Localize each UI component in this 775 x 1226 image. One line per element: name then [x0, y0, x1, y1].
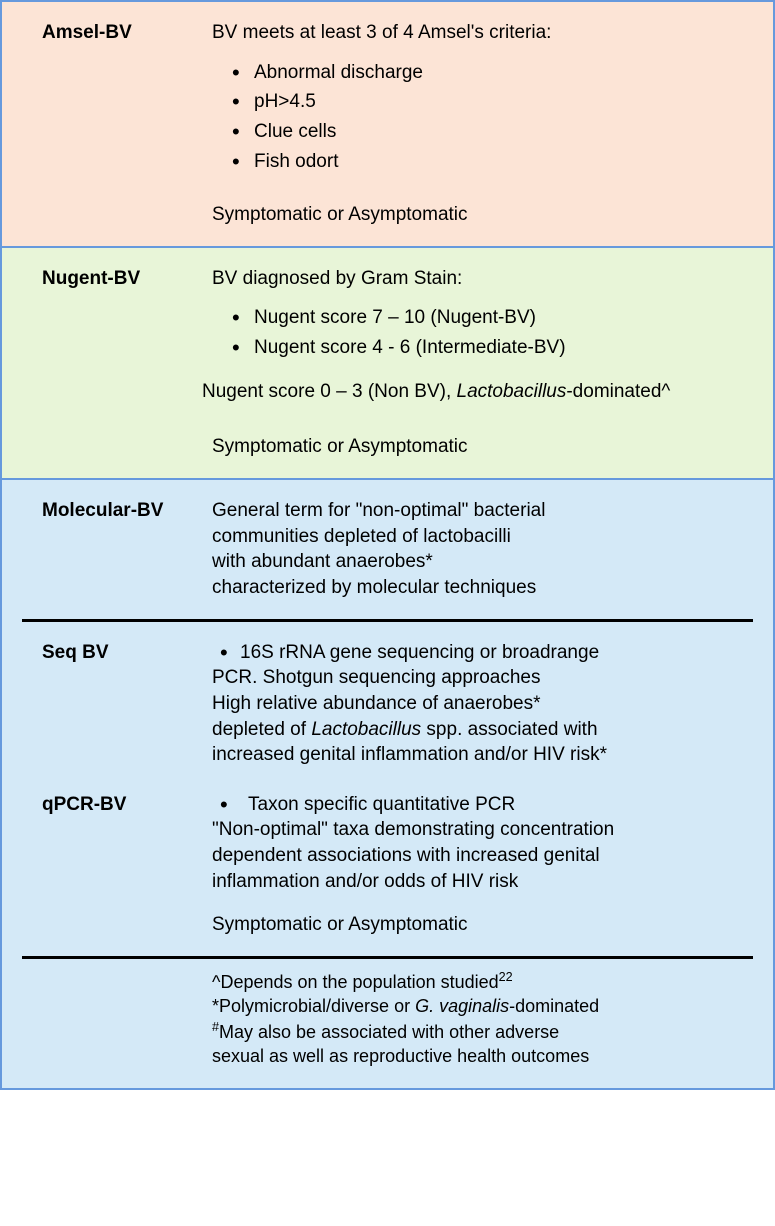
criteria-list: Nugent score 7 – 10 (Nugent-BV) Nugent s…	[212, 291, 763, 378]
symptom-note: Symptomatic or Asymptomatic	[212, 912, 763, 938]
qpcr-bv-bullet: Taxon specific quantitative PCR	[212, 792, 763, 818]
molecular-desc: General term for "non-optimal" bacterial…	[212, 498, 763, 601]
criteria-list: Abnormal discharge pH>4.5 Clue cells Fis…	[212, 46, 763, 193]
symptom-note: Symptomatic or Asymptomatic	[212, 434, 763, 460]
qpcr-bv-rest: "Non-optimal" taxa demonstrating concent…	[212, 817, 763, 894]
symptom-note: Symptomatic or Asymptomatic	[212, 202, 763, 228]
panel-nugent: Nugent-BV BV diagnosed by Gram Stain: Nu…	[2, 248, 773, 480]
intro-text: BV diagnosed by Gram Stain:	[212, 266, 763, 292]
bv-definitions-figure: Amsel-BV BV meets at least 3 of 4 Amsel'…	[0, 0, 775, 1090]
seq-bv-row: Seq BV 16S rRNA gene sequencing or broad…	[2, 622, 773, 786]
panel-label: Amsel-BV	[42, 20, 212, 228]
footnotes: ^Depends on the population studied22*Pol…	[2, 959, 773, 1088]
non-bv-note: Nugent score 0 – 3 (Non BV), Lactobacill…	[202, 379, 763, 405]
panel-amsel: Amsel-BV BV meets at least 3 of 4 Amsel'…	[2, 2, 773, 248]
seq-bv-content: 16S rRNA gene sequencing or broadrange P…	[212, 640, 763, 768]
panel-label: Seq BV	[42, 640, 212, 768]
panel-label: Molecular-BV	[42, 498, 212, 601]
criteria-item: Fish odort	[232, 149, 763, 175]
panel-content: BV meets at least 3 of 4 Amsel's criteri…	[212, 20, 763, 228]
panel-content: BV diagnosed by Gram Stain: Nugent score…	[212, 266, 763, 460]
panel-label: Nugent-BV	[42, 266, 212, 460]
qpcr-bv-content: Taxon specific quantitative PCR "Non-opt…	[212, 792, 763, 938]
seq-bv-bullet: 16S rRNA gene sequencing or broadrange	[212, 640, 763, 666]
criteria-item: Nugent score 7 – 10 (Nugent-BV)	[232, 305, 763, 331]
intro-text: BV meets at least 3 of 4 Amsel's criteri…	[212, 20, 763, 46]
molecular-header-row: Molecular-BV General term for "non-optim…	[2, 480, 773, 619]
panel-molecular: Molecular-BV General term for "non-optim…	[2, 480, 773, 1088]
criteria-item: Nugent score 4 - 6 (Intermediate-BV)	[232, 335, 763, 361]
qpcr-bv-row: qPCR-BV Taxon specific quantitative PCR …	[2, 786, 773, 956]
criteria-item: Abnormal discharge	[232, 60, 763, 86]
criteria-item: Clue cells	[232, 119, 763, 145]
criteria-item: pH>4.5	[232, 89, 763, 115]
seq-bv-rest: PCR. Shotgun sequencing approachesHigh r…	[212, 665, 763, 768]
panel-label: qPCR-BV	[42, 792, 212, 938]
